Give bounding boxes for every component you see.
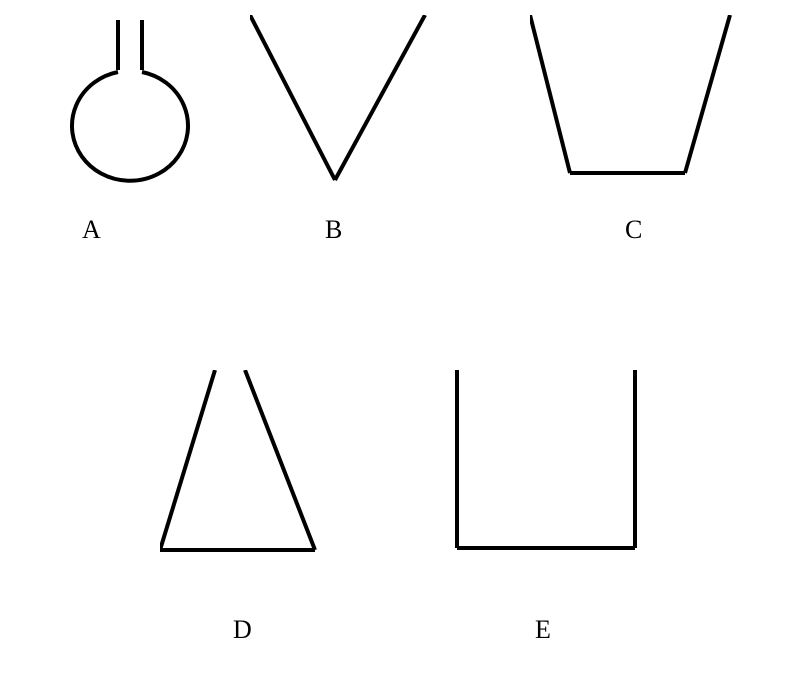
shape-b-v-funnel bbox=[250, 15, 430, 195]
v-funnel-svg bbox=[250, 15, 430, 190]
v-left bbox=[250, 15, 335, 180]
shape-a-flask bbox=[50, 20, 210, 195]
tri-left bbox=[160, 370, 215, 550]
trapezoid-svg bbox=[530, 15, 740, 185]
tri-right bbox=[245, 370, 315, 550]
shape-c-trapezoid bbox=[530, 15, 740, 190]
label-d: D bbox=[233, 615, 252, 645]
v-right bbox=[335, 15, 425, 180]
shape-d-triangle bbox=[160, 370, 320, 565]
trap-left bbox=[530, 15, 570, 173]
triangle-svg bbox=[160, 370, 320, 560]
flask-svg bbox=[50, 20, 210, 190]
beaker-svg bbox=[455, 370, 645, 560]
label-b: B bbox=[325, 215, 342, 245]
label-a: A bbox=[82, 215, 101, 245]
label-c: C bbox=[625, 215, 642, 245]
shape-e-beaker bbox=[455, 370, 645, 565]
label-e: E bbox=[535, 615, 551, 645]
trap-right bbox=[685, 15, 730, 173]
flask-bulb bbox=[72, 72, 188, 181]
